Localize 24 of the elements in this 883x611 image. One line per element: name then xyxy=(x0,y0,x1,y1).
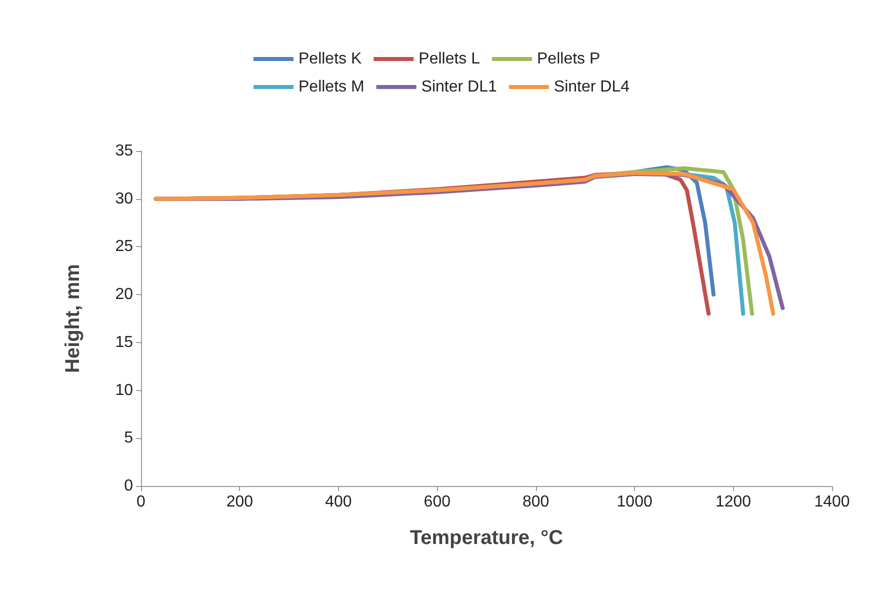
y-tick-label: 5 xyxy=(124,430,134,447)
y-axis-title: Height, mm xyxy=(62,264,84,373)
x-tick-label: 1400 xyxy=(814,494,850,510)
y-tick-label: 30 xyxy=(115,190,134,208)
x-tick-label: 400 xyxy=(325,494,352,510)
legend-label: Sinter DL1 xyxy=(421,78,497,96)
y-tick-label: 0 xyxy=(124,478,134,494)
y-tick-label: 20 xyxy=(115,286,134,304)
x-tick-label: 600 xyxy=(424,494,451,510)
legend-label: Sinter DL4 xyxy=(554,78,630,96)
y-tick-label: 25 xyxy=(115,238,134,256)
x-tick-label: 1000 xyxy=(616,494,652,510)
x-tick-label: 1200 xyxy=(715,494,752,510)
x-tick-label: 800 xyxy=(522,494,550,510)
x-tick-label: 0 xyxy=(136,494,146,510)
legend-label: Pellets M xyxy=(298,78,364,96)
y-tick-label: 35 xyxy=(115,142,134,160)
y-tick-label: 15 xyxy=(115,334,134,351)
legend-label: Pellets P xyxy=(537,50,600,68)
legend-label: Pellets K xyxy=(298,50,362,68)
x-tick-label: 200 xyxy=(226,494,254,510)
x-axis-title: Temperature, °C xyxy=(410,527,564,549)
y-tick-label: 10 xyxy=(115,382,134,399)
legend-label: Pellets L xyxy=(418,50,480,68)
